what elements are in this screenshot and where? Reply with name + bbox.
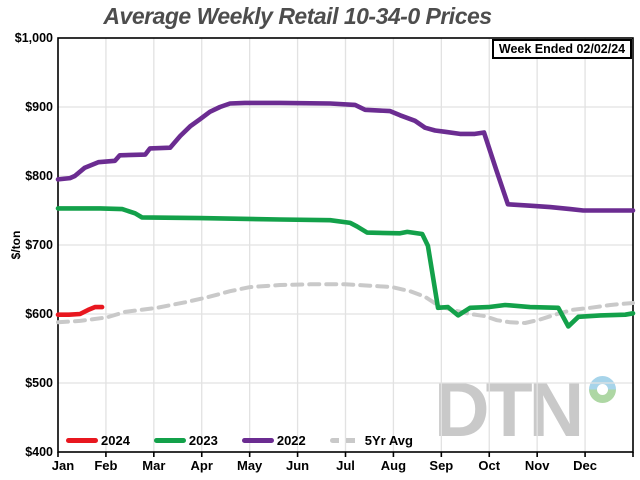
x-tick-label: Oct [478,458,501,473]
y-tick-label: $400 [25,444,53,459]
x-tick-label: May [237,458,263,473]
legend-item-2023: 2023 [153,433,218,448]
x-tick-label: Dec [573,458,597,473]
legend-swatch-5yr-avg-icon [329,438,362,443]
legend-item-5yr-avg: 5Yr Avg [329,433,413,448]
y-tick-label: $900 [25,99,53,114]
y-tick-label: $500 [25,375,53,390]
dtn-logo-ring-icon [589,376,616,403]
legend-swatch-2022-icon [241,438,274,443]
legend-swatch-2023-icon [153,438,186,443]
legend-item-2022: 2022 [241,433,306,448]
legend-label-2023: 2023 [188,433,218,448]
series-line-2024 [55,304,105,318]
x-tick-label: Feb [94,458,118,473]
series-line-2023 [55,206,636,329]
legend-label-5yr-avg: 5Yr Avg [364,433,413,448]
legend: 2024 2023 2022 5Yr Avg [66,433,413,448]
y-tick-label: $700 [25,237,53,252]
x-tick-label: Apr [190,458,213,473]
legend-label-2024: 2024 [101,433,130,448]
legend-label-2022: 2022 [276,433,306,448]
x-tick-label: Mar [142,458,166,473]
series-line-2022 [55,100,636,213]
x-tick-label: Sep [429,458,454,473]
y-tick-label: $800 [25,168,53,183]
legend-item-2024: 2024 [66,433,130,448]
x-tick-label: Jul [336,458,355,473]
week-ended-badge: Week Ended 02/02/24 [492,39,632,59]
x-tick-label: Nov [524,458,550,473]
x-tick-label: Aug [380,458,407,473]
x-tick-label: Jan [51,458,75,473]
y-tick-label: $1,000 [14,30,53,45]
x-tick-label: Jun [286,458,310,473]
y-tick-label: $600 [25,306,53,321]
legend-swatch-2024-icon [66,438,98,443]
chart-title: Average Weekly Retail 10-34-0 Prices [103,3,492,29]
